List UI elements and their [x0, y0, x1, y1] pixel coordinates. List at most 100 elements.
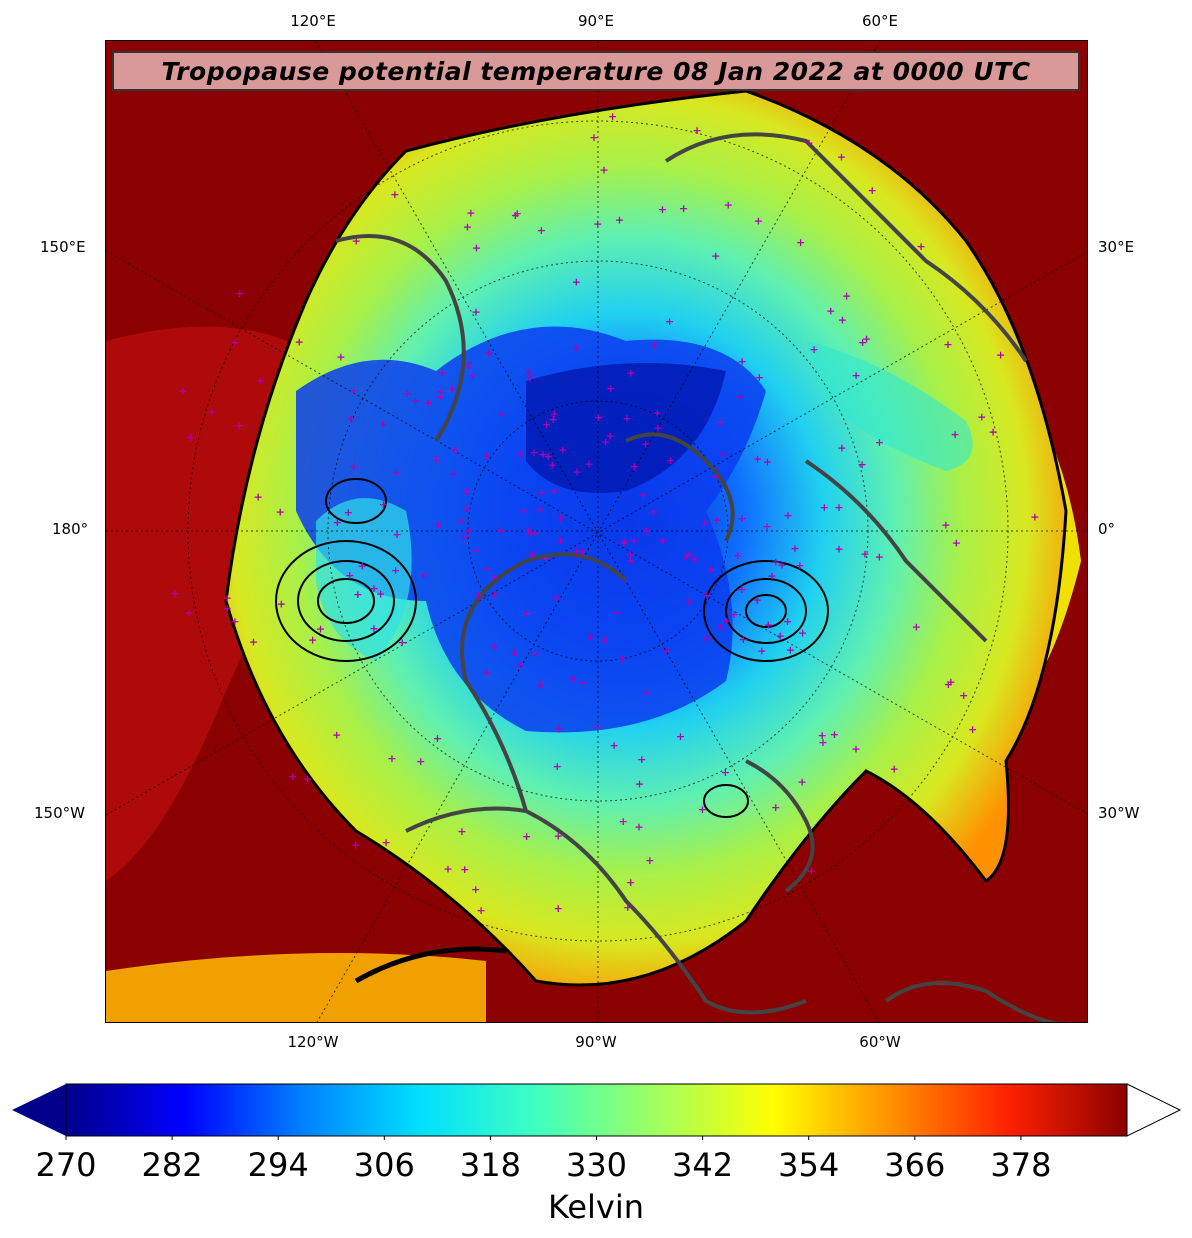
- station-marker: +: [528, 547, 537, 560]
- station-marker: +: [462, 502, 471, 515]
- station-marker: +: [516, 658, 525, 671]
- station-marker: +: [230, 336, 239, 349]
- station-marker: +: [531, 526, 540, 539]
- station-marker: +: [556, 512, 565, 525]
- colorbar: [12, 1083, 1182, 1140]
- station-marker: +: [391, 466, 400, 479]
- station-marker: +: [351, 839, 360, 852]
- station-marker: +: [276, 506, 285, 519]
- cyan-filament-east: [806, 341, 973, 471]
- station-marker: +: [345, 569, 354, 582]
- station-marker: +: [623, 901, 632, 914]
- station-marker: +: [601, 436, 610, 449]
- station-marker: +: [185, 606, 194, 619]
- station-marker: +: [626, 548, 635, 561]
- station-marker: +: [223, 602, 232, 615]
- station-marker: +: [700, 516, 709, 529]
- lon-label-bottom-1: 120°W: [287, 1033, 339, 1051]
- station-marker: +: [858, 336, 867, 349]
- station-marker: +: [178, 385, 187, 398]
- station-marker: +: [645, 854, 654, 867]
- station-marker: +: [457, 514, 466, 527]
- station-marker: +: [344, 506, 353, 519]
- colorbar-tick-label: 318: [459, 1146, 521, 1184]
- station-marker: +: [783, 509, 792, 522]
- station-marker: +: [589, 131, 598, 144]
- station-marker: +: [277, 597, 286, 610]
- pressure-contours: [275, 478, 829, 818]
- station-marker: +: [496, 524, 505, 537]
- station-marker: +: [524, 366, 533, 379]
- station-marker: +: [524, 524, 533, 537]
- station-marker: +: [941, 518, 950, 531]
- station-marker: +: [333, 516, 342, 529]
- station-marker: +: [842, 289, 851, 302]
- station-marker: +: [316, 622, 325, 635]
- station-marker: +: [834, 542, 843, 555]
- station-marker: +: [762, 520, 771, 533]
- station-marker: +: [739, 633, 748, 646]
- station-marker: +: [477, 904, 486, 917]
- station-marker: +: [537, 224, 546, 237]
- station-marker: +: [222, 592, 231, 605]
- station-marker: +: [729, 608, 738, 621]
- station-marker: +: [369, 582, 378, 595]
- coastlines: [335, 132, 1067, 1022]
- colorbar-tick-label: 378: [990, 1146, 1052, 1184]
- station-marker: +: [411, 394, 420, 407]
- station-marker: +: [462, 485, 471, 498]
- station-marker: +: [804, 137, 813, 150]
- station-marker: +: [572, 545, 581, 558]
- station-marker: +: [724, 199, 733, 212]
- station-marker: +: [996, 349, 1005, 362]
- station-marker: +: [868, 184, 877, 197]
- station-marker: +: [358, 560, 367, 573]
- station-marker: +: [254, 491, 263, 504]
- station-marker: +: [529, 446, 538, 459]
- station-marker: +: [482, 666, 491, 679]
- station-marker: +: [771, 556, 780, 569]
- colorbar-tick-label: 282: [141, 1146, 203, 1184]
- darkest-blue-core: [526, 363, 726, 493]
- station-marker: +: [737, 355, 746, 368]
- station-marker: +: [653, 422, 662, 435]
- colorbar-ticks: [65, 1136, 1022, 1140]
- station-marker: +: [416, 755, 425, 768]
- station-marker: +: [609, 739, 618, 752]
- station-marker: +: [484, 347, 493, 360]
- station-marker: +: [959, 689, 968, 702]
- station-marker: +: [626, 367, 635, 380]
- station-marker: +: [860, 548, 869, 561]
- station-marker: +: [662, 644, 671, 657]
- station-marker: +: [875, 436, 884, 449]
- station-marker: +: [593, 218, 602, 231]
- station-marker: +: [952, 537, 961, 550]
- station-marker: +: [474, 590, 483, 603]
- station-marker: +: [511, 209, 520, 222]
- station-marker: +: [830, 728, 839, 741]
- station-marker: +: [771, 801, 780, 814]
- station-marker: +: [419, 569, 428, 582]
- colorbar-tick-label: 270: [35, 1146, 97, 1184]
- station-marker: +: [852, 369, 861, 382]
- side-label-right-3: 30°W: [1098, 804, 1140, 822]
- station-marker: +: [554, 902, 563, 915]
- station-marker: +: [207, 406, 216, 419]
- station-marker: +: [578, 545, 587, 558]
- station-marker: +: [722, 615, 731, 628]
- station-marker: +: [471, 544, 480, 557]
- station-marker: +: [809, 343, 818, 356]
- station-marker: +: [393, 528, 402, 541]
- station-marker: +: [556, 534, 565, 547]
- station-marker: +: [776, 629, 785, 642]
- station-marker: +: [820, 501, 829, 514]
- map-panel: + + + + + + + + + + + + + + + + + + + + + + + + + + + + + + + + + + + + + + + +…: [105, 40, 1088, 1023]
- station-marker: +: [618, 652, 627, 665]
- station-marker: +: [619, 815, 628, 828]
- station-marker: +: [541, 552, 550, 565]
- station-marker: +: [757, 645, 766, 658]
- station-marker: +: [796, 236, 805, 249]
- station-marker: +: [626, 554, 635, 567]
- station-marker: +: [482, 450, 491, 463]
- station-marker: +: [586, 630, 595, 643]
